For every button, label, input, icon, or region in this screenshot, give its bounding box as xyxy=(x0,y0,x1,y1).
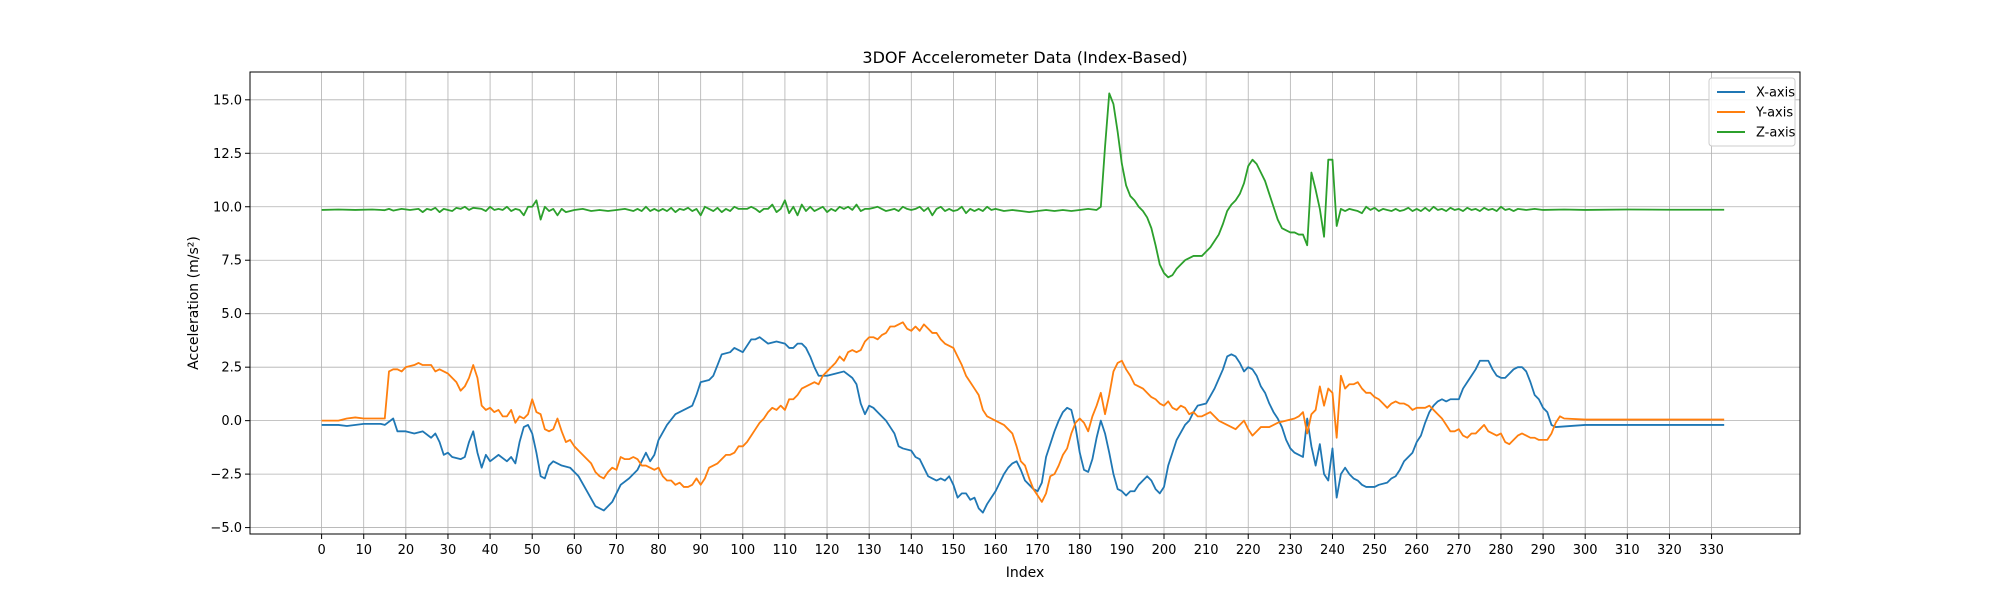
series-line-z-axis xyxy=(321,92,1725,279)
x-tick-label: 270 xyxy=(1446,543,1471,558)
x-tick-label: 90 xyxy=(692,543,709,558)
y-tick-label: −2.5 xyxy=(210,468,242,483)
y-axis-title: Acceleration (m/s²) xyxy=(186,236,202,370)
x-tick-label: 220 xyxy=(1236,543,1261,558)
legend: X-axis Y-axis Z-axis xyxy=(1708,77,1796,147)
y-tick-label: 5.0 xyxy=(221,307,242,322)
x-tick-label: 250 xyxy=(1362,543,1387,558)
x-tick-label: 300 xyxy=(1573,543,1598,558)
x-tick-label: 30 xyxy=(440,543,457,558)
y-tick-label: −5.0 xyxy=(210,521,242,536)
series-line-x-axis xyxy=(321,336,1725,514)
legend-box xyxy=(1708,77,1796,147)
legend-label-y-axis: Y-axis xyxy=(1755,106,1793,121)
x-tick-label: 60 xyxy=(566,543,583,558)
x-tick-label: 330 xyxy=(1699,543,1724,558)
x-tick-label: 170 xyxy=(1025,543,1050,558)
y-tick-label: 15.0 xyxy=(213,93,242,108)
x-tick-label: 130 xyxy=(857,543,882,558)
x-tick-label: 210 xyxy=(1194,543,1219,558)
x-tick-label: 80 xyxy=(650,543,667,558)
x-tick-label: 40 xyxy=(482,543,499,558)
x-tick-label: 190 xyxy=(1109,543,1134,558)
y-tick-label: 0.0 xyxy=(221,414,242,429)
x-tick-label: 230 xyxy=(1278,543,1303,558)
x-tick-label: 310 xyxy=(1615,543,1640,558)
x-tick-label: 320 xyxy=(1657,543,1682,558)
chart-title: 3DOF Accelerometer Data (Index-Based) xyxy=(862,48,1187,67)
x-tick-label: 240 xyxy=(1320,543,1345,558)
y-tick-label: 12.5 xyxy=(213,147,242,162)
plot-frame xyxy=(249,71,1801,535)
x-tick-label: 50 xyxy=(524,543,541,558)
y-tick-label: 10.0 xyxy=(213,200,242,215)
x-tick-label: 290 xyxy=(1531,543,1556,558)
x-tick-label: 280 xyxy=(1489,543,1514,558)
x-tick-label: 200 xyxy=(1152,543,1177,558)
x-tick-label: 10 xyxy=(355,543,372,558)
x-tick-label: 100 xyxy=(730,543,755,558)
legend-label-z-axis: Z-axis xyxy=(1756,126,1796,141)
x-tick-label: 140 xyxy=(899,543,924,558)
series-line-y-axis xyxy=(321,321,1725,503)
x-tick-label: 120 xyxy=(815,543,840,558)
x-tick-label: 0 xyxy=(317,543,325,558)
y-tick-label: 7.5 xyxy=(221,254,242,269)
y-tick-label: 2.5 xyxy=(221,361,242,376)
x-tick-label: 110 xyxy=(773,543,798,558)
x-tick-label: 180 xyxy=(1067,543,1092,558)
grid xyxy=(250,72,1800,534)
x-tick-label: 150 xyxy=(941,543,966,558)
legend-label-x-axis: X-axis xyxy=(1756,86,1795,101)
x-axis-title: Index xyxy=(1006,565,1045,581)
axis-ticks: 0 10 20 30 40 50 60 70 80 90 100 110 120 130 140 150 160… xyxy=(210,93,1724,558)
series-group xyxy=(321,92,1725,514)
x-tick-label: 260 xyxy=(1404,543,1429,558)
x-tick-label: 70 xyxy=(608,543,625,558)
x-tick-label: 160 xyxy=(983,543,1008,558)
x-tick-label: 20 xyxy=(398,543,415,558)
